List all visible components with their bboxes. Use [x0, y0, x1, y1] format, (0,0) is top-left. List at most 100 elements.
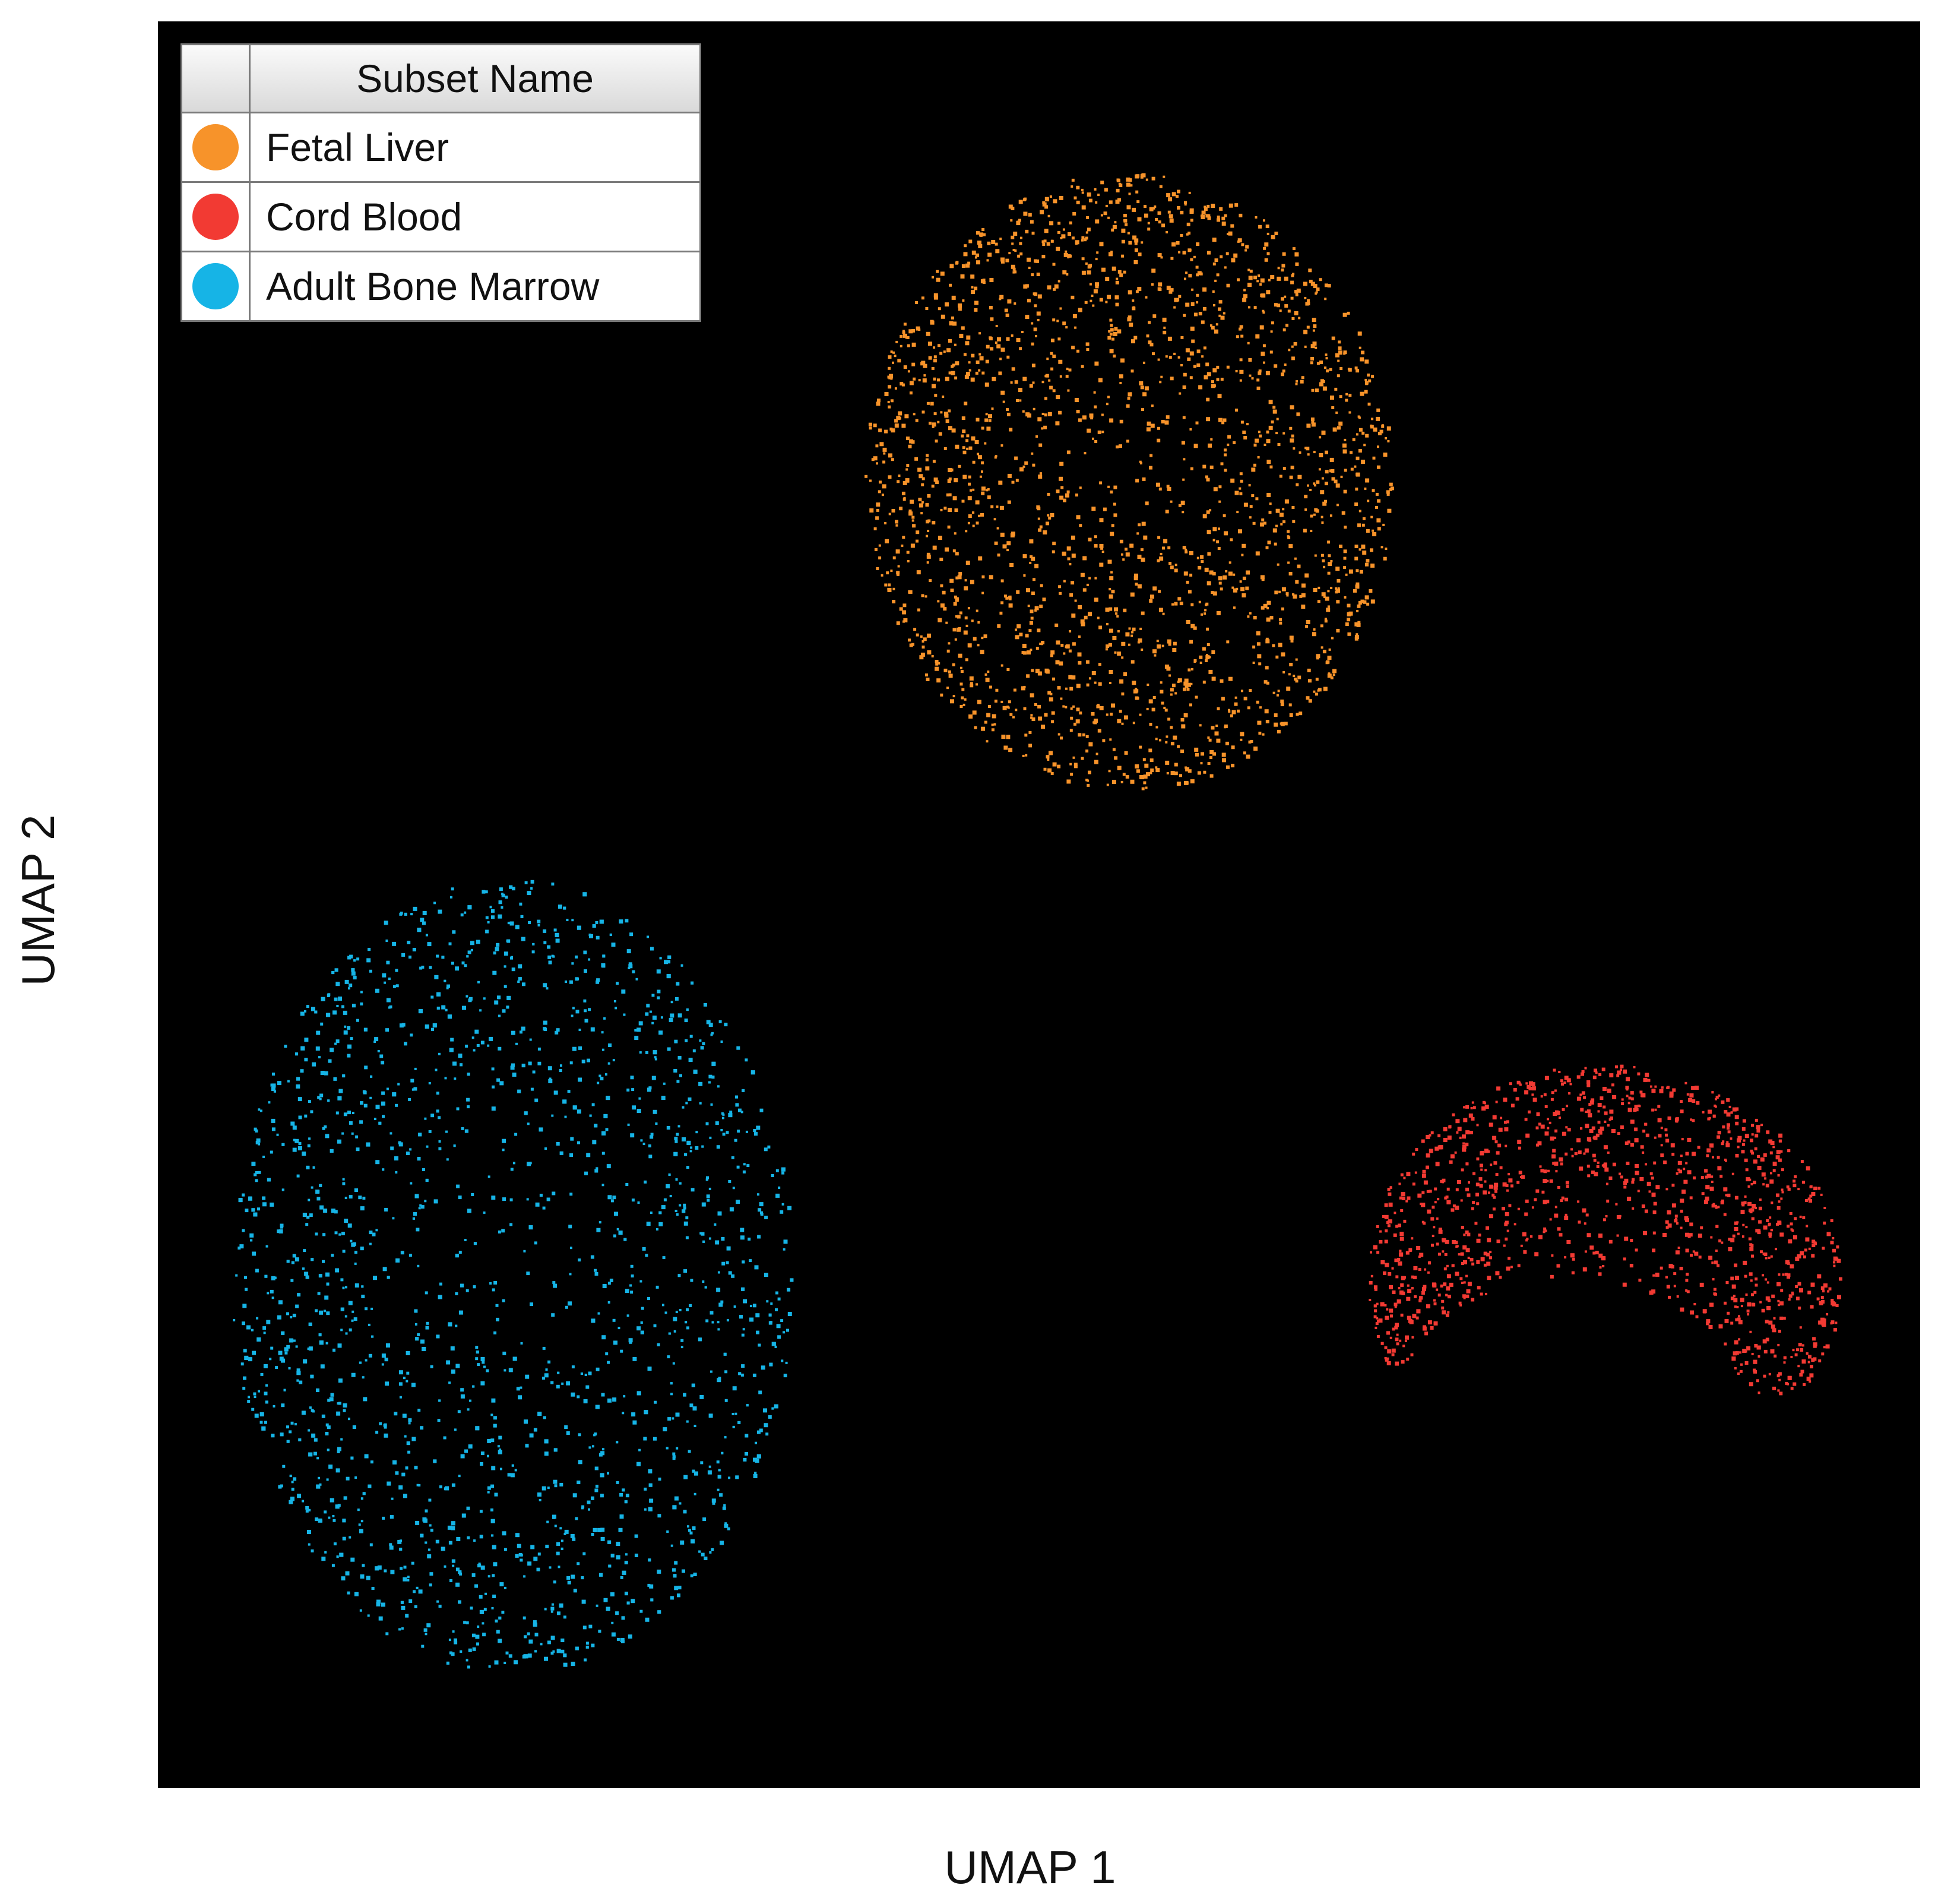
data-point	[987, 241, 991, 245]
data-point	[382, 1267, 387, 1272]
data-point	[787, 1312, 792, 1316]
data-point	[974, 726, 977, 729]
data-point	[1679, 1169, 1682, 1174]
data-point	[1119, 184, 1123, 187]
data-point	[487, 1175, 490, 1178]
data-point	[1603, 1105, 1606, 1109]
data-point	[933, 295, 938, 300]
data-point	[933, 377, 936, 381]
data-point	[1295, 679, 1299, 683]
data-point	[921, 640, 924, 643]
data-point	[1150, 423, 1155, 428]
data-point	[785, 1361, 788, 1364]
data-point	[1586, 1233, 1591, 1238]
data-point	[981, 228, 985, 231]
data-point	[1465, 1248, 1470, 1253]
data-point	[1186, 580, 1189, 584]
data-point	[291, 1488, 294, 1491]
data-point	[1270, 330, 1273, 333]
data-point	[902, 498, 906, 501]
data-point	[1395, 1323, 1399, 1327]
data-point	[1338, 350, 1342, 355]
data-point	[1082, 556, 1087, 561]
data-point	[1357, 523, 1361, 527]
data-point	[864, 475, 868, 478]
data-point	[937, 420, 940, 423]
data-point	[1091, 671, 1096, 675]
data-point	[1726, 1098, 1730, 1102]
data-point	[1760, 1124, 1763, 1127]
data-point	[940, 271, 945, 276]
data-point	[417, 1333, 420, 1336]
data-point	[920, 512, 923, 515]
data-point	[1577, 1200, 1580, 1203]
data-point	[1429, 1149, 1433, 1153]
data-point	[1149, 723, 1152, 726]
data-point	[1206, 204, 1210, 208]
data-point	[1166, 735, 1168, 738]
data-point	[1586, 1080, 1591, 1084]
data-point	[1158, 608, 1163, 612]
data-point	[1109, 576, 1114, 581]
data-point	[585, 1385, 590, 1389]
data-point	[1022, 754, 1025, 757]
data-point	[496, 1630, 500, 1634]
data-point	[1544, 1105, 1548, 1108]
data-point	[1439, 1145, 1443, 1150]
data-point	[1142, 392, 1147, 397]
data-point	[1753, 1359, 1757, 1364]
data-point	[1207, 552, 1211, 556]
data-point	[1559, 1157, 1563, 1162]
data-point	[1190, 219, 1193, 222]
data-point	[1076, 349, 1079, 353]
data-point	[263, 1331, 266, 1334]
data-point	[1050, 650, 1055, 655]
data-point	[1695, 1086, 1699, 1090]
data-point	[455, 966, 460, 971]
data-point	[1130, 184, 1133, 187]
data-point	[1206, 477, 1210, 482]
data-point	[1261, 352, 1265, 356]
data-point	[311, 1007, 315, 1011]
data-point	[1018, 388, 1022, 392]
data-point	[1166, 286, 1171, 290]
data-point	[1252, 645, 1256, 649]
data-point	[1033, 578, 1035, 581]
data-point	[994, 541, 998, 545]
data-point	[613, 1340, 617, 1345]
data-point	[1277, 267, 1280, 270]
data-point	[902, 610, 907, 615]
data-point	[503, 1548, 507, 1551]
data-point	[1476, 1238, 1481, 1243]
data-point	[1163, 539, 1168, 543]
data-point	[1228, 561, 1231, 564]
data-point	[1022, 644, 1027, 648]
data-point	[1318, 468, 1321, 471]
data-point	[1059, 195, 1063, 200]
data-point	[348, 1301, 353, 1305]
data-point	[455, 1582, 460, 1587]
data-point	[1436, 1217, 1439, 1220]
data-point	[1049, 221, 1054, 226]
data-point	[1404, 1340, 1407, 1342]
data-point	[577, 1109, 581, 1114]
data-point	[1799, 1288, 1803, 1293]
data-point	[1781, 1191, 1784, 1194]
data-point	[1607, 1124, 1610, 1127]
data-point	[1830, 1219, 1833, 1222]
data-point	[1243, 502, 1248, 507]
data-point	[1209, 756, 1212, 760]
data-point	[1086, 216, 1090, 219]
data-point	[1280, 703, 1284, 707]
data-point	[1234, 696, 1237, 699]
data-point	[1249, 689, 1252, 692]
data-point	[1670, 1143, 1675, 1148]
data-point	[1630, 1091, 1634, 1095]
data-point	[710, 1103, 713, 1106]
data-point	[1132, 306, 1136, 311]
data-point	[1131, 631, 1134, 634]
data-point	[1467, 1232, 1471, 1236]
data-point	[1797, 1365, 1800, 1368]
data-point	[1066, 779, 1071, 784]
data-point	[1109, 682, 1111, 684]
